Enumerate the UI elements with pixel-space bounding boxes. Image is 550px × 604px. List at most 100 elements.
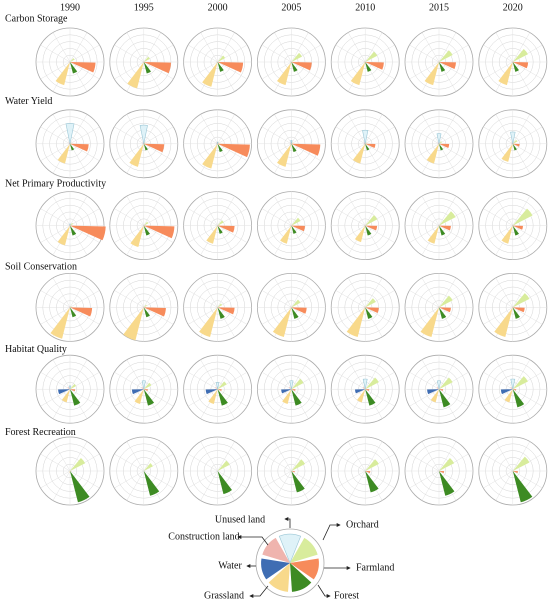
spoke xyxy=(438,225,469,243)
spoke xyxy=(143,196,162,226)
spoke xyxy=(188,388,218,407)
rose-wedge xyxy=(438,224,439,226)
spoke xyxy=(143,143,174,162)
rose-wedge xyxy=(291,471,305,493)
rose-wedge xyxy=(199,307,218,338)
legend-label: Construction land xyxy=(168,531,239,542)
spoke xyxy=(40,143,71,162)
spoke xyxy=(217,388,248,407)
rose-wedge xyxy=(364,224,366,226)
spoke xyxy=(52,277,71,308)
rose-wedge xyxy=(215,387,218,390)
spoke xyxy=(69,388,100,407)
rose-wedge xyxy=(494,307,513,338)
row-label: Carbon Storage xyxy=(5,13,68,24)
rose-wedge xyxy=(365,377,379,390)
spoke xyxy=(512,114,531,144)
spoke xyxy=(200,114,218,144)
spoke xyxy=(261,126,292,145)
rose-wedge xyxy=(70,142,72,144)
rose-wedge xyxy=(512,307,525,313)
rose-wedge xyxy=(439,389,451,408)
rose-wedge xyxy=(70,383,77,390)
spoke xyxy=(188,44,218,63)
rose-wedge xyxy=(289,380,294,390)
rose-wedge xyxy=(206,225,218,244)
spoke xyxy=(364,196,383,226)
rose-wedge xyxy=(69,223,71,226)
spoke xyxy=(291,225,321,243)
rose-wedge xyxy=(291,389,296,391)
spoke xyxy=(217,114,235,144)
spoke xyxy=(409,388,440,407)
rose-wedge xyxy=(70,471,90,503)
spoke xyxy=(438,114,457,144)
spoke xyxy=(291,196,309,226)
rose-wedge xyxy=(291,225,297,234)
rose-wedge xyxy=(70,389,76,392)
spoke xyxy=(512,196,531,226)
spoke xyxy=(409,470,440,489)
spoke xyxy=(52,32,71,63)
rose-wedge xyxy=(291,217,301,226)
rose-wedge xyxy=(70,143,89,152)
rose-wedge xyxy=(70,222,74,226)
rose-wedge xyxy=(143,225,175,239)
rose-wedge xyxy=(439,457,455,471)
rose-wedge xyxy=(205,389,218,395)
rose-wedge xyxy=(364,61,366,62)
spoke xyxy=(188,208,218,226)
spoke xyxy=(495,196,514,226)
rose-wedge xyxy=(291,225,305,232)
spoke xyxy=(200,196,218,226)
spoke xyxy=(143,126,174,145)
rose-wedge xyxy=(424,62,439,86)
rose-wedge xyxy=(354,225,366,243)
spoke xyxy=(335,208,366,226)
rose-wedge xyxy=(143,471,160,496)
rose-wedge xyxy=(277,143,292,167)
rose-wedge xyxy=(365,225,378,231)
rose-wedge xyxy=(143,56,150,62)
spoke xyxy=(409,307,440,325)
rose-wedge xyxy=(134,389,144,405)
rose-wedge xyxy=(143,62,151,74)
spoke xyxy=(365,225,395,243)
spoke xyxy=(217,126,248,145)
spoke xyxy=(143,307,174,325)
spoke xyxy=(200,277,218,308)
rose-wedge xyxy=(512,293,530,308)
spoke xyxy=(409,453,440,472)
rose-wedge xyxy=(438,306,439,308)
rose-wedge xyxy=(439,211,456,226)
spoke xyxy=(217,196,235,226)
spoke xyxy=(261,453,292,472)
spoke xyxy=(188,470,218,489)
spoke xyxy=(143,441,162,472)
spoke xyxy=(512,470,543,489)
rose-wedge xyxy=(512,62,529,69)
spoke xyxy=(512,143,543,162)
spoke xyxy=(365,388,395,407)
rose-wedge xyxy=(141,380,146,390)
rose-wedge xyxy=(217,220,224,226)
column-label: 1990 xyxy=(60,2,80,13)
rose-wedge xyxy=(123,307,144,341)
spoke xyxy=(143,359,162,390)
rose-wedge xyxy=(202,143,218,169)
rose-wedge xyxy=(143,463,153,471)
spoke xyxy=(291,61,321,80)
spoke xyxy=(200,441,218,472)
spoke xyxy=(438,277,457,308)
spoke xyxy=(188,290,218,308)
column-label: 2015 xyxy=(429,2,449,13)
rose-wedge xyxy=(217,471,232,495)
rose-wedge xyxy=(439,143,444,151)
legend-label: Water xyxy=(218,560,242,571)
spoke xyxy=(69,44,100,63)
spoke xyxy=(114,225,144,243)
spoke xyxy=(347,277,366,308)
spoke xyxy=(495,32,514,63)
legend-frame xyxy=(255,528,325,598)
